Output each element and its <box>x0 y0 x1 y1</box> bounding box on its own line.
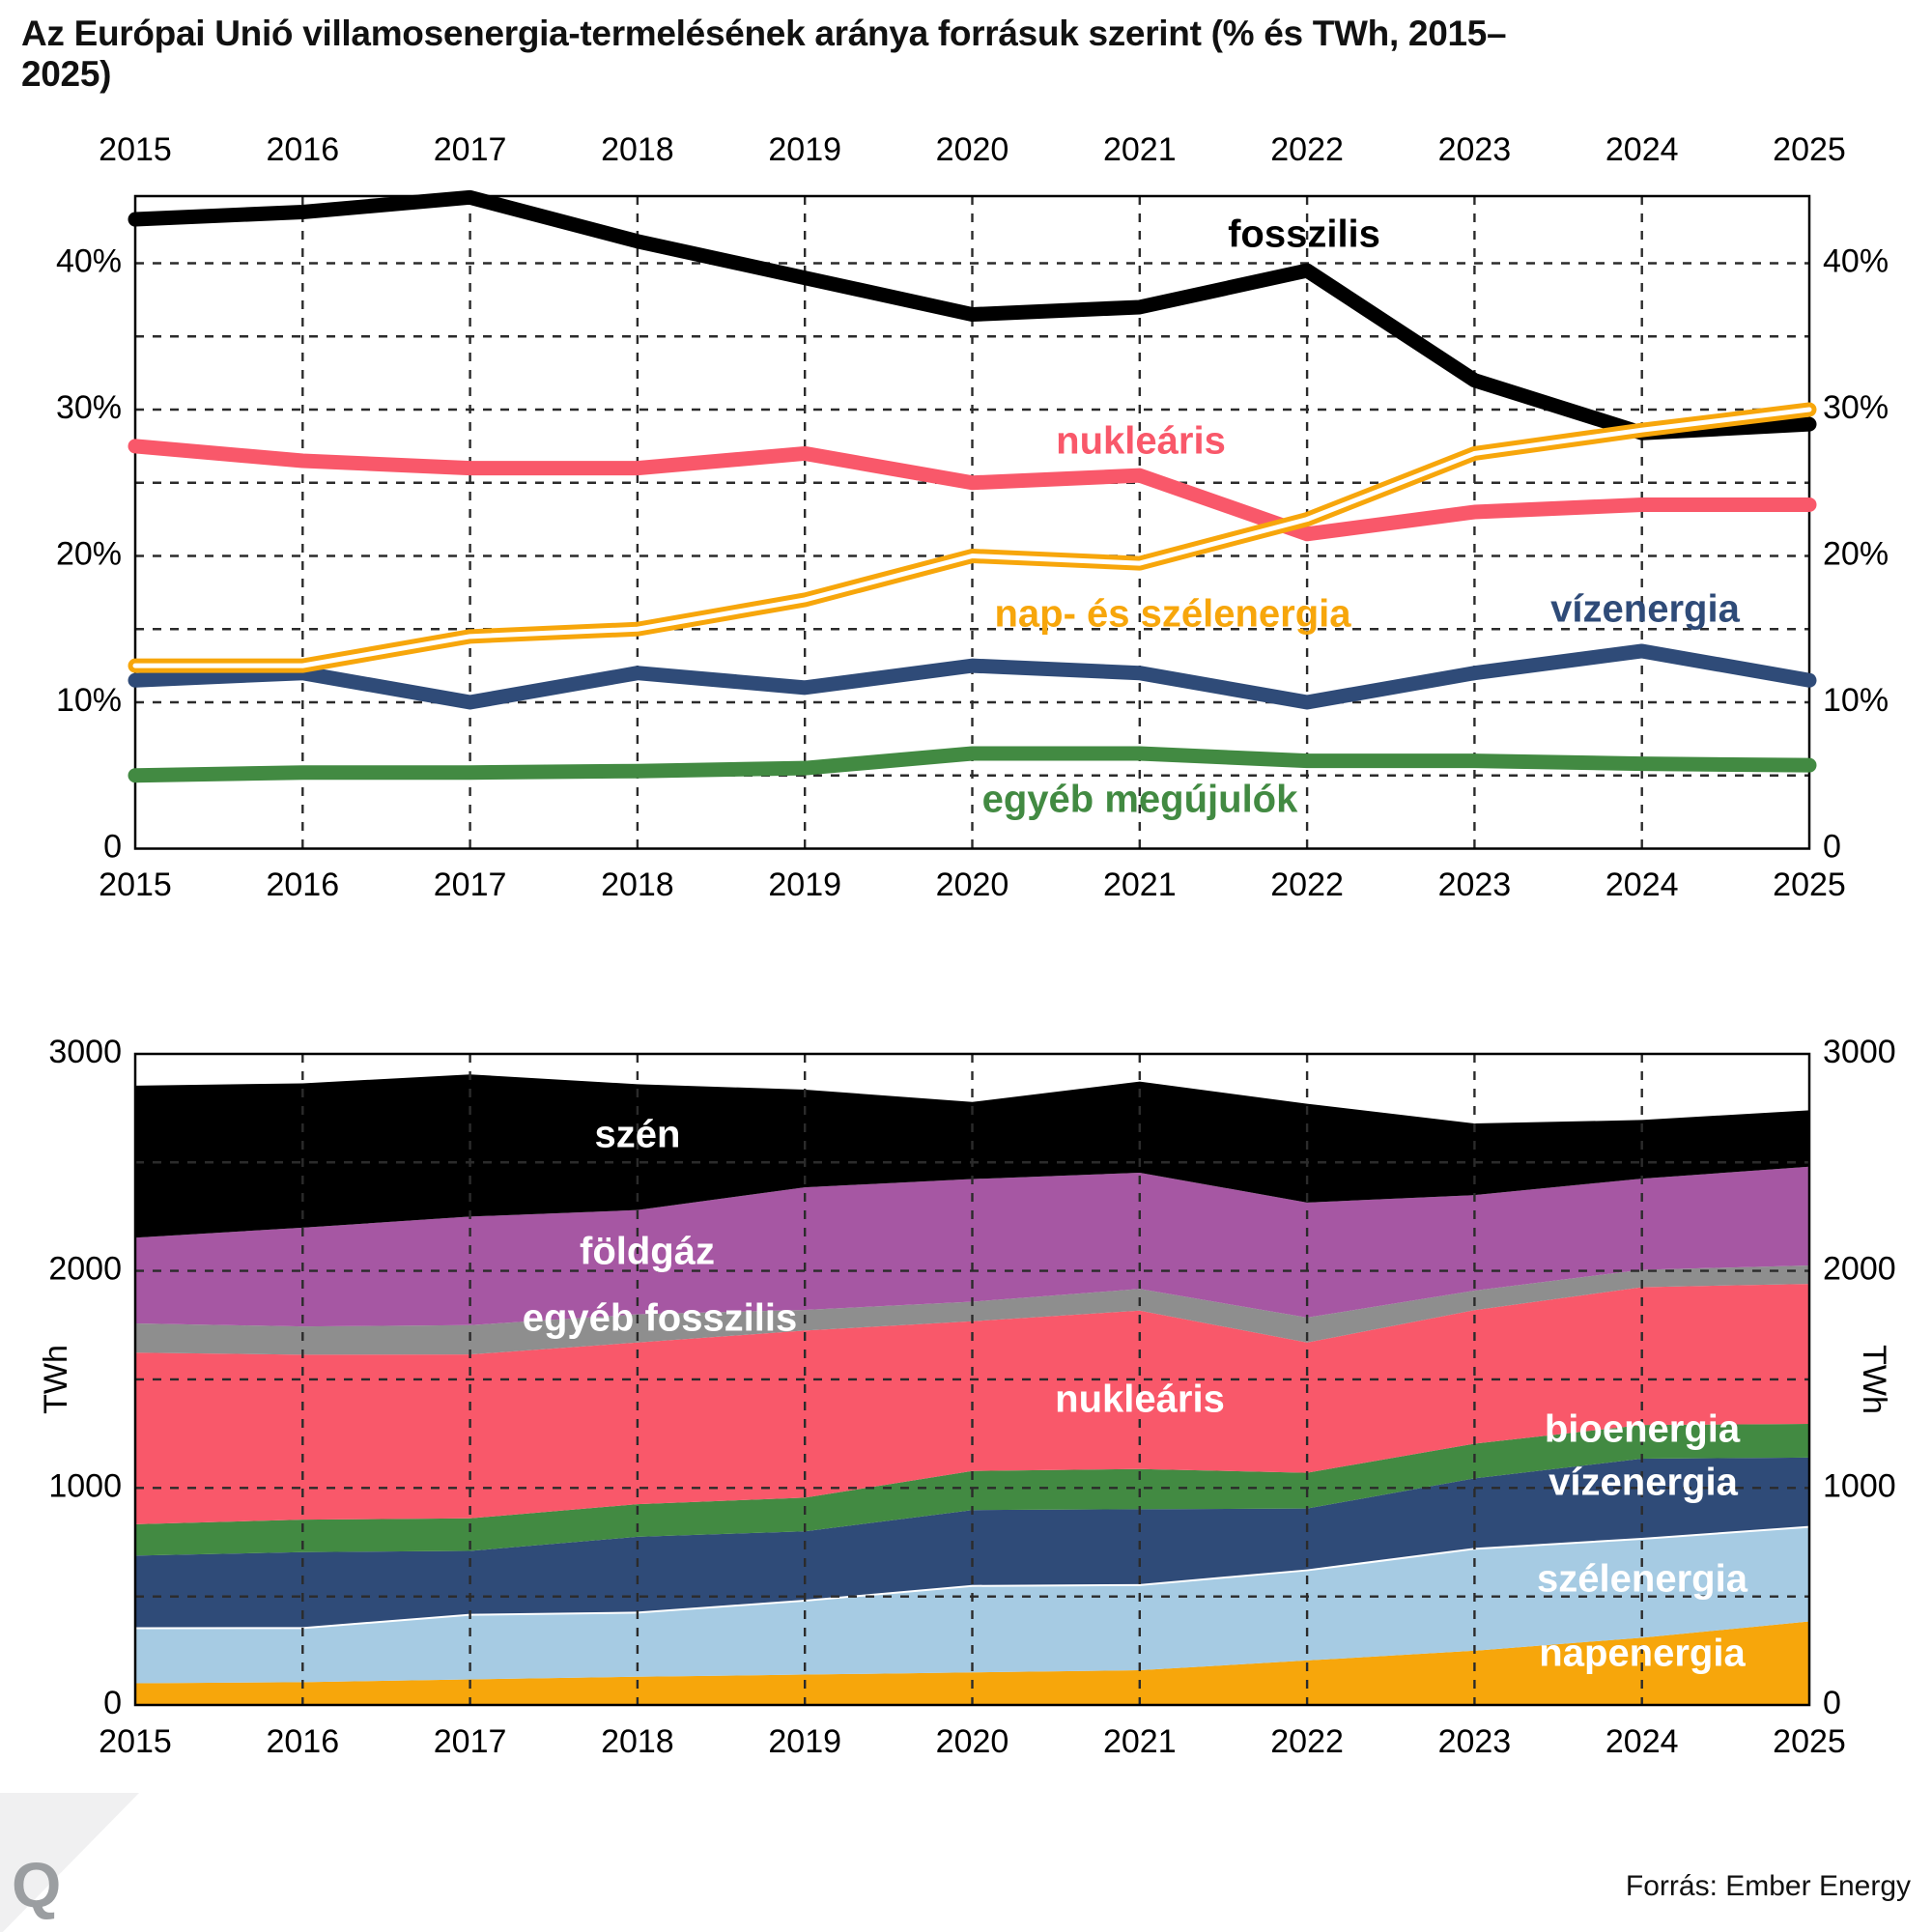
area-label-bioenergia: bioenergia <box>1545 1408 1741 1451</box>
bottom-axis-year-label: 2019 <box>768 1723 841 1760</box>
top-plot-frame <box>133 194 1811 850</box>
top-axis-year-label-top: 2022 <box>1270 131 1344 168</box>
area-szélenergia <box>135 1525 1809 1684</box>
top-axis-year-label-bottom: 2018 <box>601 867 674 903</box>
top-axis-pct-label-right: 10% <box>1823 682 1889 719</box>
top-axis-year-label-top: 2015 <box>99 131 172 168</box>
line-fosszilis <box>128 189 1817 440</box>
area-label-földgáz: földgáz <box>580 1231 715 1273</box>
chart-title: Az Európai Unió villamosenergia-termelés… <box>21 14 1507 94</box>
top-axis-pct-label-right: 30% <box>1823 389 1889 426</box>
top-axis-year-label-bottom: 2019 <box>768 867 841 903</box>
bottom-axis-year-label: 2022 <box>1270 1723 1344 1760</box>
bottom-axis-twh-label-left: 1000 <box>48 1467 122 1504</box>
top-axis-year-label-bottom: 2021 <box>1103 867 1177 903</box>
area-label-nukleáris: nukleáris <box>1055 1378 1225 1421</box>
bottom-axis-twh-label-left: 2000 <box>48 1251 122 1288</box>
top-axis-year-label-bottom: 2020 <box>936 867 1009 903</box>
bottom-axis-year-label: 2025 <box>1773 1723 1846 1760</box>
area-egyéb fosszilis <box>135 1264 1809 1355</box>
line-core-nap- és szélenergia <box>132 407 1812 668</box>
top-axis-year-label-bottom: 2022 <box>1270 867 1344 903</box>
top-axis-pct-label-left: 10% <box>56 682 122 719</box>
bottom-axis-year-label: 2023 <box>1438 1723 1512 1760</box>
bottom-axis-year-label: 2020 <box>936 1723 1009 1760</box>
bottom-plot-frame <box>133 1052 1811 1707</box>
line-label-egyéb megújulók: egyéb megújulók <box>982 779 1298 821</box>
top-axis-pct-label-right: 40% <box>1823 242 1889 279</box>
line-label-vízenergia: vízenergia <box>1550 588 1740 631</box>
area-szén <box>135 1074 1809 1238</box>
top-axis-year-label-top: 2020 <box>936 131 1009 168</box>
top-axis-pct-label-left: 0 <box>103 828 122 865</box>
top-axis-year-label-top: 2023 <box>1438 131 1512 168</box>
bottom-axis-year-label: 2021 <box>1103 1723 1177 1760</box>
bottom-axis-year-label: 2018 <box>601 1723 674 1760</box>
line-label-nukleáris: nukleáris <box>1056 420 1226 463</box>
bottom-axis-year-label: 2024 <box>1605 1723 1679 1760</box>
bottom-axis-twh-label-left: 3000 <box>48 1034 122 1070</box>
bottom-axis-unit-right: TWh <box>1856 1345 1892 1414</box>
qubit-logo-letter: Q <box>12 1849 62 1920</box>
top-axis-pct-label-left: 40% <box>56 242 122 279</box>
line-vízenergia <box>128 643 1817 710</box>
area-label-napenergia: napenergia <box>1539 1633 1746 1675</box>
line-label-nap- és szélenergia: nap- és szélenergia <box>994 593 1351 636</box>
top-axis-year-label-bottom: 2015 <box>99 867 172 903</box>
top-axis-pct-label-right: 0 <box>1823 828 1841 865</box>
top-axis-year-label-top: 2019 <box>768 131 841 168</box>
bottom-axis-twh-label-left: 0 <box>103 1685 122 1721</box>
top-axis-year-label-bottom: 2017 <box>434 867 507 903</box>
top-axis-year-label-bottom: 2016 <box>266 867 339 903</box>
top-axis-year-label-bottom: 2024 <box>1605 867 1679 903</box>
top-axis-year-label-top: 2024 <box>1605 131 1679 168</box>
bottom-axis-twh-label-right: 3000 <box>1823 1034 1896 1070</box>
area-label-szélenergia: szélenergia <box>1537 1558 1748 1601</box>
top-axis-year-label-top: 2018 <box>601 131 674 168</box>
line-label-fosszilis: fosszilis <box>1228 213 1380 256</box>
area-label-vízenergia: vízenergia <box>1548 1462 1738 1504</box>
top-axis-year-label-top: 2021 <box>1103 131 1177 168</box>
bottom-axis-unit-left: TWh <box>38 1345 74 1414</box>
top-axis-pct-label-left: 20% <box>56 535 122 572</box>
area-napenergia <box>135 1621 1809 1705</box>
line-egyéb megújulók <box>128 746 1817 783</box>
line-nukleáris <box>128 439 1817 542</box>
area-label-szén: szén <box>595 1114 681 1156</box>
bottom-axis-year-label: 2015 <box>99 1723 172 1760</box>
bottom-axis-year-label: 2016 <box>266 1723 339 1760</box>
top-axis-pct-label-right: 20% <box>1823 535 1889 572</box>
area-label-egyéb fosszilis: egyéb fosszilis <box>523 1297 798 1340</box>
top-axis-year-label-top: 2025 <box>1773 131 1846 168</box>
bottom-axis-twh-label-right: 1000 <box>1823 1467 1896 1504</box>
top-axis-year-label-bottom: 2025 <box>1773 867 1846 903</box>
bottom-axis-year-label: 2017 <box>434 1723 507 1760</box>
bottom-axis-twh-label-right: 2000 <box>1823 1251 1896 1288</box>
top-axis-pct-label-left: 30% <box>56 389 122 426</box>
source-credit: Forrás: Ember Energy <box>1625 1870 1911 1902</box>
top-axis-year-label-top: 2016 <box>266 131 339 168</box>
top-axis-year-label-bottom: 2023 <box>1438 867 1512 903</box>
bottom-axis-twh-label-right: 0 <box>1823 1685 1841 1721</box>
top-axis-year-label-top: 2017 <box>434 131 507 168</box>
